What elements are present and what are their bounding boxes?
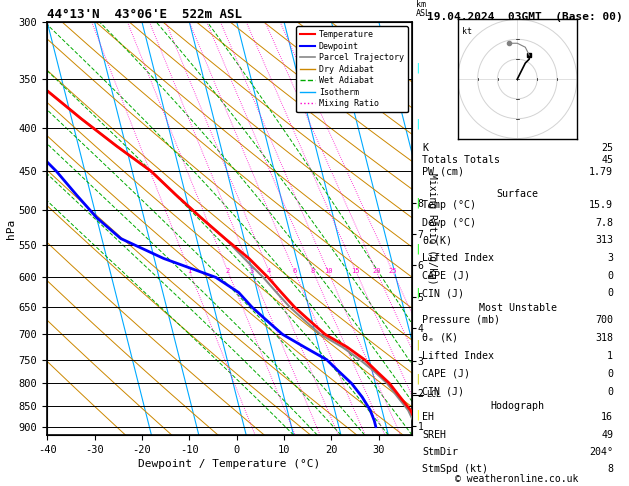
- Text: 19.04.2024  03GMT  (Base: 00): 19.04.2024 03GMT (Base: 00): [427, 12, 623, 22]
- Text: Most Unstable: Most Unstable: [479, 303, 557, 313]
- Text: km
ASL: km ASL: [416, 0, 431, 17]
- Text: |: |: [414, 118, 421, 128]
- Text: |: |: [414, 63, 421, 73]
- Text: Temp (°C): Temp (°C): [422, 200, 476, 210]
- Text: kt: kt: [462, 27, 472, 36]
- Text: StmSpd (kt): StmSpd (kt): [422, 464, 488, 474]
- Text: 0: 0: [607, 289, 613, 298]
- Text: 8: 8: [607, 464, 613, 474]
- Text: 313: 313: [595, 235, 613, 245]
- Text: |: |: [414, 243, 421, 254]
- Text: 44°13'N  43°06'E  522m ASL: 44°13'N 43°06'E 522m ASL: [47, 8, 242, 21]
- Y-axis label: hPa: hPa: [6, 218, 16, 239]
- Text: 6: 6: [292, 268, 296, 274]
- Text: 0: 0: [607, 387, 613, 397]
- Text: 25: 25: [601, 142, 613, 153]
- Text: |: |: [414, 197, 421, 208]
- Text: 4: 4: [267, 268, 271, 274]
- Text: CAPE (J): CAPE (J): [422, 369, 470, 379]
- Text: 0: 0: [607, 271, 613, 281]
- Text: 10: 10: [324, 268, 332, 274]
- Text: Surface: Surface: [497, 189, 538, 199]
- Text: Lifted Index: Lifted Index: [422, 253, 494, 263]
- Text: 45: 45: [601, 155, 613, 165]
- Text: PW (cm): PW (cm): [422, 167, 464, 176]
- Text: 318: 318: [595, 333, 613, 343]
- Y-axis label: Mixing Ratio (g/kg): Mixing Ratio (g/kg): [427, 173, 437, 284]
- Text: |: |: [414, 409, 421, 419]
- Text: 3: 3: [607, 253, 613, 263]
- Text: EH: EH: [422, 412, 434, 422]
- Text: SREH: SREH: [422, 430, 446, 439]
- Legend: Temperature, Dewpoint, Parcel Trajectory, Dry Adiabat, Wet Adiabat, Isotherm, Mi: Temperature, Dewpoint, Parcel Trajectory…: [296, 26, 408, 112]
- Text: 1.79: 1.79: [589, 167, 613, 176]
- Text: 49: 49: [601, 430, 613, 439]
- Text: 0: 0: [607, 369, 613, 379]
- Text: 15.9: 15.9: [589, 200, 613, 210]
- Text: θₑ(K): θₑ(K): [422, 235, 452, 245]
- Text: |: |: [414, 374, 421, 384]
- Text: 3: 3: [249, 268, 253, 274]
- Text: 20: 20: [372, 268, 381, 274]
- Text: 15: 15: [352, 268, 360, 274]
- Text: CIN (J): CIN (J): [422, 387, 464, 397]
- Text: 7.8: 7.8: [595, 218, 613, 227]
- Text: 1: 1: [607, 351, 613, 361]
- Text: 700: 700: [595, 315, 613, 325]
- Text: LCL: LCL: [426, 390, 442, 399]
- Text: 16: 16: [601, 412, 613, 422]
- Text: 8: 8: [311, 268, 315, 274]
- Text: Pressure (mb): Pressure (mb): [422, 315, 500, 325]
- Text: 2: 2: [226, 268, 230, 274]
- Text: |: |: [414, 339, 421, 350]
- Text: StmDir: StmDir: [422, 447, 458, 457]
- Text: © weatheronline.co.uk: © weatheronline.co.uk: [455, 473, 579, 484]
- Text: Dewp (°C): Dewp (°C): [422, 218, 476, 227]
- Text: θₑ (K): θₑ (K): [422, 333, 458, 343]
- Text: Totals Totals: Totals Totals: [422, 155, 500, 165]
- Text: |: |: [414, 287, 421, 298]
- Text: 204°: 204°: [589, 447, 613, 457]
- Text: Lifted Index: Lifted Index: [422, 351, 494, 361]
- Text: Hodograph: Hodograph: [491, 401, 545, 411]
- Text: CAPE (J): CAPE (J): [422, 271, 470, 281]
- Text: CIN (J): CIN (J): [422, 289, 464, 298]
- Text: 1: 1: [187, 268, 192, 274]
- Text: 25: 25: [388, 268, 397, 274]
- X-axis label: Dewpoint / Temperature (°C): Dewpoint / Temperature (°C): [138, 459, 321, 469]
- Text: K: K: [422, 142, 428, 153]
